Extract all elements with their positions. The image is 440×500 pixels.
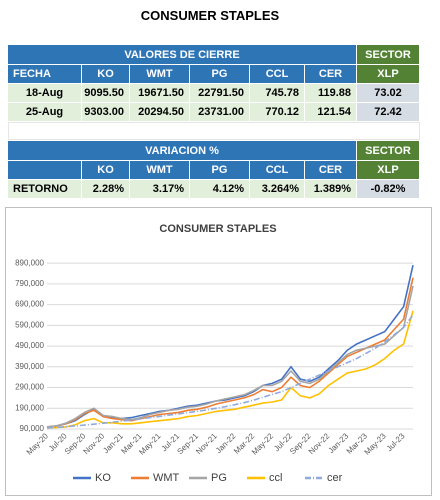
table-cell: 121.54 — [305, 103, 357, 122]
table-header: VARIACION % — [8, 141, 357, 161]
legend-label: KO — [95, 472, 111, 484]
series-line — [46, 310, 414, 429]
series-line — [46, 277, 414, 428]
page-title: CONSUMER STAPLES — [140, 8, 280, 23]
column-header: KO — [82, 65, 130, 84]
table-cell: 3.264% — [250, 180, 305, 199]
table-header: VALORES DE CIERRE — [8, 45, 357, 65]
table-cell: 23731.00 — [190, 103, 250, 122]
y-tick-label: 490,000 — [15, 341, 44, 350]
column-header: CCL — [250, 65, 305, 84]
column-header: CER — [305, 161, 357, 180]
y-tick-label: 890,000 — [15, 258, 44, 267]
column-header: CER — [305, 65, 357, 84]
legend-label: cer — [327, 472, 343, 484]
column-header: WMT — [130, 161, 190, 180]
legend-label: PG — [211, 472, 227, 484]
y-tick-label: 190,000 — [15, 403, 44, 412]
y-tick-label: 90,000 — [20, 424, 45, 433]
table-header: SECTOR — [357, 45, 420, 65]
column-header: WMT — [130, 65, 190, 84]
column-header: CCL — [250, 161, 305, 180]
column-header: XLP — [357, 65, 420, 84]
table-header: SECTOR — [357, 141, 420, 161]
table-cell: 22791.50 — [190, 84, 250, 103]
table-cell: RETORNO — [8, 180, 82, 199]
column-header: XLP — [357, 161, 420, 180]
column-header: KO — [82, 161, 130, 180]
y-tick-label: 290,000 — [15, 383, 44, 392]
table-cell: 745.78 — [250, 84, 305, 103]
y-tick-label: 690,000 — [15, 300, 44, 309]
column-header — [8, 161, 82, 180]
table-cell: 9095.50 — [82, 84, 130, 103]
table-cell: 770.12 — [250, 103, 305, 122]
chart-title: CONSUMER STAPLES — [159, 223, 276, 235]
table-cell: -0.82% — [357, 180, 420, 199]
table-cell: 2.28% — [82, 180, 130, 199]
legend-label: WMT — [153, 472, 180, 484]
table-cell: 119.88 — [305, 84, 357, 103]
table-cell: 72.42 — [357, 103, 420, 122]
table-cell: 20294.50 — [130, 103, 190, 122]
table-cell: 18-Aug — [8, 84, 82, 103]
table-cell: 19671.50 — [130, 84, 190, 103]
column-header: FECHA — [8, 65, 82, 84]
column-header: PG — [190, 161, 250, 180]
series-line — [46, 285, 414, 428]
table-cell: 4.12% — [190, 180, 250, 199]
table-cell: 73.02 — [357, 84, 420, 103]
y-tick-label: 590,000 — [15, 320, 44, 329]
column-header: PG — [190, 65, 250, 84]
table-cell: 9303.00 — [82, 103, 130, 122]
blank-row — [8, 122, 420, 140]
table-cell: 25-Aug — [8, 103, 82, 122]
legend-label: ccl — [269, 472, 282, 484]
series-line — [46, 314, 414, 429]
table-cell: 1.389% — [305, 180, 357, 199]
y-tick-label: 390,000 — [15, 362, 44, 371]
chart-frame — [5, 207, 432, 496]
table-cell: 3.17% — [130, 180, 190, 199]
chart: CONSUMER STAPLES 90,000 190,000 290,000 390… — [5, 207, 432, 496]
y-tick-label: 790,000 — [15, 279, 44, 288]
